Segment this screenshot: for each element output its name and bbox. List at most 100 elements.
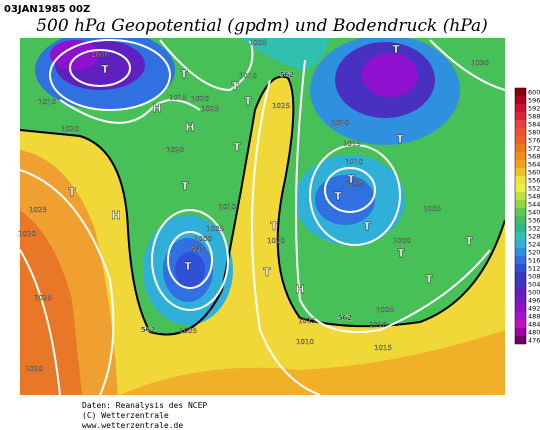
pressure-center: T (181, 180, 189, 193)
colorbar-label: 500 (528, 289, 540, 297)
isobar-label: 1020 (18, 230, 36, 238)
isobar-label: 1005 (376, 306, 394, 314)
pressure-center: T (231, 80, 239, 93)
footer-line: www.wetterzentrale.de (82, 421, 183, 430)
isobar-label: 1010 (369, 321, 387, 329)
map-labels: 1000 1005 1010 1010 1015 1020 1025 1020 1020 562 1… (18, 39, 489, 373)
colorbar-label: 556 (528, 177, 540, 185)
colorbar-swatch (515, 192, 526, 200)
colorbar-label: 496 (528, 297, 540, 305)
colorbar-swatch (515, 88, 526, 96)
pressure-center: T (392, 43, 400, 56)
colorbar-swatch (515, 224, 526, 232)
pressure-center: T (396, 133, 404, 146)
isobar-label: 995 (191, 245, 204, 253)
isobar-label: 1000 (393, 237, 411, 245)
isobar-label: 1025 (272, 102, 290, 110)
pressure-center: T (397, 247, 405, 260)
isobar-label: 1015 (169, 94, 187, 102)
colorbar-label: 512 (528, 265, 540, 273)
pressure-center: T (465, 235, 473, 248)
colorbar-label: 600 (528, 89, 540, 97)
colorbar-label: 476 (528, 337, 540, 345)
isobar-label: 562 (338, 314, 353, 322)
colorbar-label: 552 (528, 185, 540, 193)
isobar-label: 1005 (206, 225, 224, 233)
colorbar-swatch (515, 280, 526, 288)
colorbar-label: 528 (528, 233, 540, 241)
colorbar-label: 592 (528, 105, 540, 113)
colorbar-swatch (515, 176, 526, 184)
isobar-label: 562 (280, 71, 295, 79)
pressure-center: T (68, 186, 76, 199)
colorbar-label: 504 (528, 281, 540, 289)
colorbar-label: 548 (528, 193, 540, 201)
isobar-label: 1000 (194, 235, 212, 243)
colorbar-swatch (515, 296, 526, 304)
colorbar-swatch (515, 152, 526, 160)
colorbar-label: 540 (528, 209, 540, 217)
colorbar-swatch (515, 136, 526, 144)
colorbar-label: 488 (528, 313, 540, 321)
isobar-label: 1020 (25, 365, 43, 373)
colorbar-label: 492 (528, 305, 540, 313)
pressure-center: H (185, 121, 194, 134)
colorbar-swatch (515, 208, 526, 216)
colorbar-swatch (515, 264, 526, 272)
footer-line: (C) Wetterzentrale (82, 411, 169, 420)
colorbar-swatch (515, 112, 526, 120)
colorbar-swatch (515, 312, 526, 320)
pressure-center: T (270, 220, 278, 233)
colorbar-label: 480 (528, 329, 540, 337)
pressure-center: H (152, 102, 161, 115)
colorbar-swatch (515, 160, 526, 168)
colorbar-swatch (515, 104, 526, 112)
colorbar-label: 564 (528, 161, 540, 169)
isobar-label: 1020 (61, 125, 79, 133)
isobar-label: 1030 (471, 59, 489, 67)
isobar-label: 1020 (166, 146, 184, 154)
colorbar-label: 568 (528, 153, 540, 161)
isobar-label: 1015 (343, 140, 361, 148)
date: 03JAN1985 00Z (4, 4, 90, 15)
colorbar-label: 516 (528, 257, 540, 265)
isobar-label: 1015 (298, 317, 316, 325)
title: 500 hPa Geopotential (gpdm) und Bodendru… (36, 16, 488, 36)
colorbar-label: 484 (528, 321, 540, 329)
colorbar-swatch (515, 216, 526, 224)
colorbar-swatch (515, 256, 526, 264)
colorbar-label: 560 (528, 169, 540, 177)
pressure-center: T (101, 63, 109, 76)
isobar-label: 1010 (345, 158, 363, 166)
isobar-label: 1025 (29, 206, 47, 214)
colorbar-swatch (515, 232, 526, 240)
isobar-label: 1010 (296, 338, 314, 346)
pressure-center: T (184, 260, 192, 273)
colorbar-swatch (515, 320, 526, 328)
colorbar-swatch (515, 328, 526, 336)
isobar-label: 1010 (218, 203, 236, 211)
isobar-label: 1000 (91, 51, 109, 59)
pressure-center: T (334, 190, 342, 203)
colorbar-label: 580 (528, 129, 540, 137)
isobar-label: 1005 (179, 327, 197, 335)
colorbar: 6005965925885845805765725685645605565525… (514, 87, 540, 345)
isobar-label: 562 (141, 326, 156, 334)
pressure-center: H (111, 209, 120, 222)
isobar-label: 1010 (38, 98, 56, 106)
colorbar-swatch (515, 184, 526, 192)
isobar-label: 1005 (249, 39, 267, 47)
colorbar-swatch (515, 120, 526, 128)
colorbar-label: 544 (528, 201, 540, 209)
pressure-center: T (233, 141, 241, 154)
pressure-center: T (347, 173, 355, 186)
footer: Daten: Reanalysis des NCEP(C) Wetterzent… (82, 401, 207, 430)
pressure-center: T (180, 68, 188, 81)
pressure-center: T (263, 266, 271, 279)
colorbar-label: 508 (528, 273, 540, 281)
colorbar-label: 536 (528, 217, 540, 225)
footer-line: Daten: Reanalysis des NCEP (82, 401, 207, 410)
colorbar-swatch (515, 144, 526, 152)
colorbar-label: 532 (528, 225, 540, 233)
